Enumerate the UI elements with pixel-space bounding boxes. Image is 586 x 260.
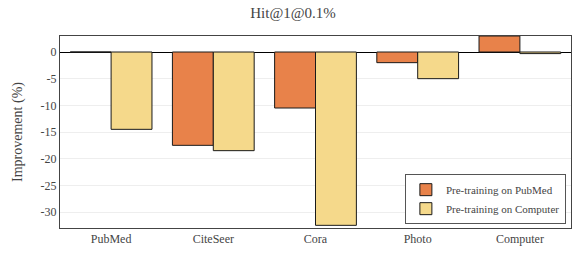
svg-text:Improvement (%): Improvement (%) (10, 82, 26, 182)
svg-text:-30: -30 (41, 205, 57, 219)
svg-text:Pre-training on Computer: Pre-training on Computer (446, 203, 559, 215)
svg-text:-15: -15 (41, 125, 57, 139)
svg-text:Hit@1@0.1%: Hit@1@0.1% (250, 5, 336, 21)
svg-text:Photo: Photo (404, 232, 432, 246)
svg-text:Pre-training on PubMed: Pre-training on PubMed (446, 184, 553, 196)
svg-text:-20: -20 (41, 152, 57, 166)
svg-text:-10: -10 (41, 99, 57, 113)
svg-text:PubMed: PubMed (91, 232, 132, 246)
svg-text:-25: -25 (41, 179, 57, 193)
svg-text:Cora: Cora (304, 232, 328, 246)
svg-text:CiteSeer: CiteSeer (193, 232, 234, 246)
svg-text:0: 0 (51, 45, 57, 59)
svg-text:Computer: Computer (496, 232, 544, 246)
svg-text:-5: -5 (47, 72, 57, 86)
